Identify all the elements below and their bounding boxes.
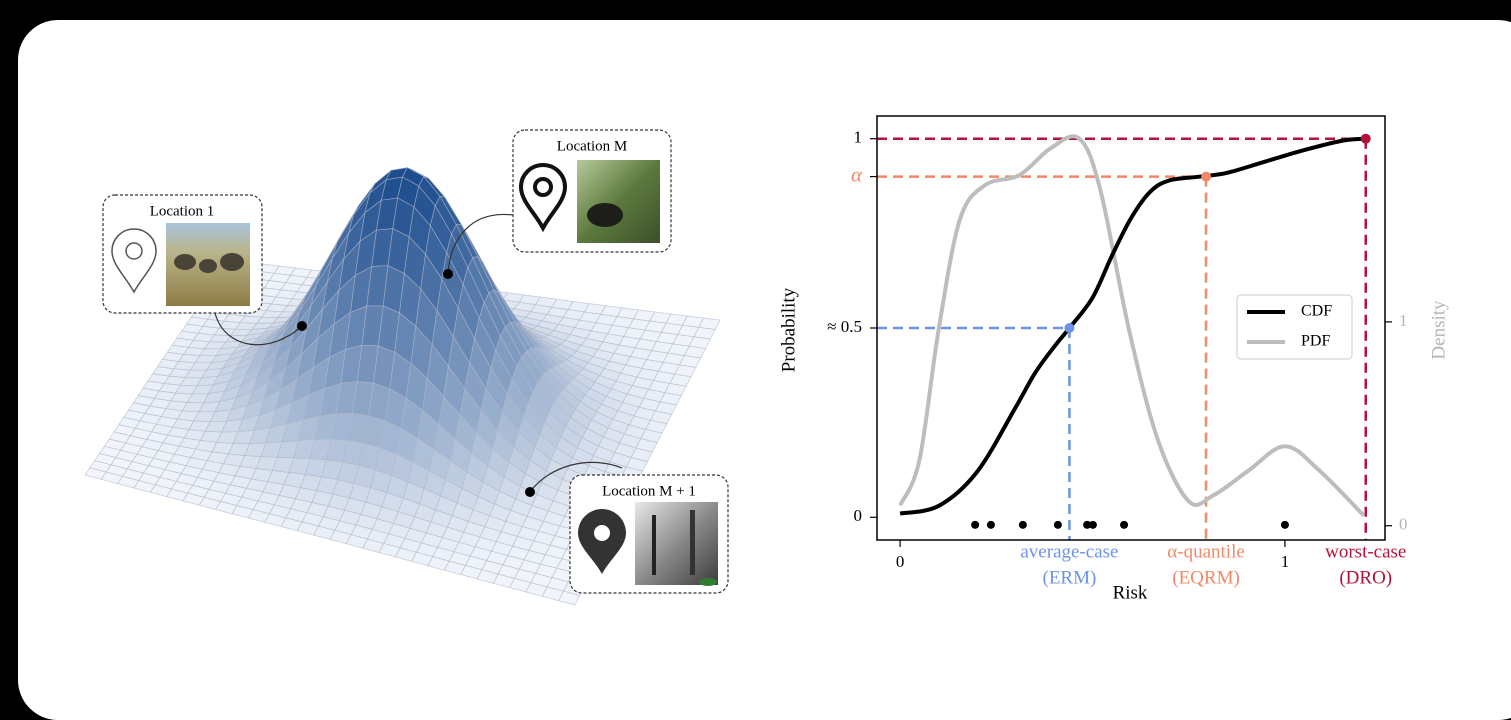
sample-point (1054, 521, 1062, 529)
location-dot (443, 269, 453, 279)
marker-sublabel: (ERM) (1043, 567, 1097, 588)
y-tick-label: α (851, 162, 863, 186)
y2-tick-label: 1 (1399, 311, 1408, 330)
sample-point (1120, 521, 1128, 529)
sample-point (987, 521, 995, 529)
sample-point (1019, 521, 1027, 529)
y2-tick-label: 0 (1399, 515, 1408, 534)
x-axis-label: Risk (1113, 582, 1148, 603)
y-tick-label: ≈ 0.5 (827, 317, 862, 336)
x-tick-label: 1 (1281, 552, 1290, 571)
sample-point (1281, 521, 1289, 529)
marker-label: average-case (1020, 541, 1118, 562)
y-tick-label: 0 (854, 506, 863, 525)
page: {"figure":{"callouts":["Location 1","Loc… (0, 0, 1511, 675)
y-tick-label: 1 (854, 128, 863, 147)
legend-label: CDF (1301, 303, 1332, 320)
photo (166, 223, 250, 306)
marker-label: α-quantile (1167, 541, 1244, 562)
legend-box (1237, 295, 1352, 359)
sample-point (971, 521, 979, 529)
callout-label: Location 1 (150, 203, 215, 219)
x-tick-label: 0 (896, 552, 905, 571)
marker-sublabel: (DRO) (1339, 567, 1392, 588)
sample-point (1089, 521, 1097, 529)
photo (635, 502, 718, 586)
marker-point (1064, 323, 1074, 333)
location-dot (297, 321, 307, 331)
callout-label: Location M + 1 (602, 483, 696, 499)
y2-axis-label: Density (1428, 300, 1449, 360)
marker-label: worst-case (1325, 541, 1406, 562)
figure: Location 1 Location M Location M + 1 Pro… (0, 0, 1511, 675)
marker-point (1361, 134, 1371, 144)
callout-label: Location M (557, 138, 627, 154)
y-axis-label: Probability (778, 287, 799, 372)
marker-sublabel: (EQRM) (1172, 567, 1240, 588)
legend-label: PDF (1301, 333, 1330, 350)
chart: Probability Density Risk average-case (ER… (778, 116, 1449, 603)
photo (577, 160, 660, 243)
marker-point (1201, 172, 1211, 182)
location-dot (525, 487, 535, 497)
